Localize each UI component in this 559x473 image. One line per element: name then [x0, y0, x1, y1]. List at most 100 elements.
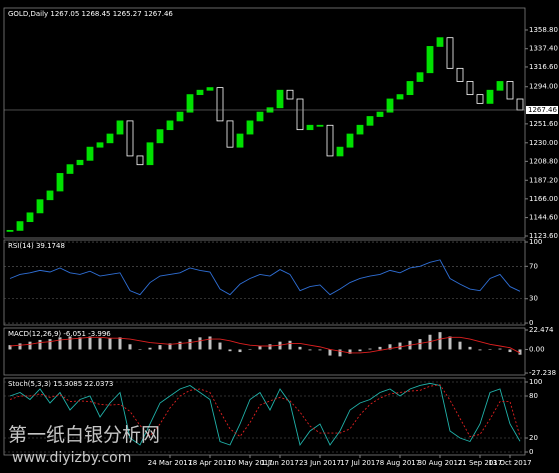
macd-bar — [298, 346, 302, 350]
x-tick-label: 17 Jul 2017 — [340, 459, 380, 467]
macd-bar — [78, 337, 82, 350]
y-tick-label: 80 — [529, 392, 538, 400]
candle — [296, 98, 304, 131]
macd-bar — [308, 349, 312, 351]
candle — [186, 94, 194, 113]
candle — [66, 164, 74, 174]
candle — [246, 120, 254, 135]
panel-title: MACD(12,26,9) -6.051 -3.996 — [8, 330, 111, 338]
y-tick-label: 22.474 — [529, 326, 554, 334]
indicator-line — [9, 259, 521, 296]
y-tick-label: 20 — [529, 434, 538, 442]
macd-bar — [18, 343, 22, 350]
macd-bar — [418, 339, 422, 350]
x-tick-label: 8 Aug 2017 — [380, 459, 420, 467]
macd-bar — [208, 336, 212, 350]
candle — [356, 124, 364, 135]
candle — [506, 81, 514, 100]
macd-bar — [368, 348, 372, 350]
macd-bar — [28, 341, 32, 350]
candle — [416, 72, 424, 82]
x-tick-label: 24 Mar 2017 — [148, 459, 192, 467]
y-tick-label: 100 — [529, 238, 542, 246]
panel-frame — [3, 7, 526, 239]
x-tick-label: 1 Jun 2017 — [261, 459, 299, 467]
macd-bar — [98, 338, 102, 350]
macd-bar — [288, 340, 292, 350]
plot-area: GOLD,Daily 1267.05 1268.45 1265.27 1267.… — [3, 7, 558, 467]
macd-bar — [8, 345, 12, 350]
candle — [336, 146, 344, 157]
candle — [16, 221, 24, 231]
macd-bar — [158, 345, 162, 350]
candle — [316, 124, 324, 127]
macd-bar — [508, 349, 512, 353]
panel-title: Stoch(5,3,3) 15.3085 22.0373 — [8, 380, 113, 388]
y-tick-label: 1337.40 — [529, 45, 558, 53]
y-tick-label: 100 — [529, 378, 542, 386]
macd-bar — [488, 349, 492, 350]
macd-bar — [378, 346, 382, 350]
y-tick-label: 70 — [529, 262, 538, 270]
macd-bar — [228, 349, 232, 352]
macd-bar — [338, 349, 342, 357]
macd-bar — [438, 332, 442, 350]
macd-bar — [118, 337, 122, 350]
y-tick-label: 1123.60 — [529, 232, 558, 240]
x-tick-label: 18 Apr 2017 — [188, 459, 231, 467]
candle — [446, 37, 454, 69]
candle — [96, 142, 104, 148]
panel-frame — [3, 377, 526, 456]
y-tick-label: 1358.80 — [529, 26, 558, 34]
y-tick-label: 0 — [529, 319, 533, 327]
candle — [326, 124, 334, 157]
macd-bar — [128, 344, 132, 350]
y-tick-label: 1144.60 — [529, 214, 558, 222]
macd-bar — [498, 348, 502, 350]
candle — [436, 37, 444, 47]
candle — [366, 116, 374, 126]
macd-bar — [478, 349, 482, 351]
indicator-line — [9, 382, 521, 447]
panel-title: GOLD,Daily 1267.05 1268.45 1265.27 1267.… — [8, 10, 173, 18]
candle — [346, 133, 354, 148]
macd-bar — [148, 347, 152, 350]
x-tick-label: 10 May 2017 — [227, 459, 273, 467]
macd-bar — [268, 344, 272, 350]
macd-bar — [218, 342, 222, 350]
candle — [426, 46, 434, 74]
candle — [286, 89, 294, 100]
candle — [76, 159, 84, 166]
candle — [116, 120, 124, 135]
macd-bar — [388, 344, 392, 350]
x-tick-label: 23 Jun 2017 — [299, 459, 341, 467]
y-tick-label: 1294.00 — [529, 83, 558, 91]
candle — [146, 142, 154, 166]
macd-bar — [518, 349, 522, 355]
candle — [136, 155, 144, 166]
y-tick-label: 1316.60 — [529, 63, 558, 71]
macd-bar — [238, 349, 242, 353]
candle — [166, 120, 174, 131]
y-tick-label: 0 — [529, 448, 533, 456]
watermark-url: www.diyizby.com — [12, 450, 131, 466]
candle — [476, 94, 484, 104]
macd-bar — [198, 337, 202, 350]
candle — [516, 98, 524, 111]
macd-bar — [38, 339, 42, 350]
macd-bar — [58, 337, 62, 350]
candle — [486, 89, 494, 104]
panel-title: RSI(14) 39.1748 — [8, 242, 65, 250]
candle — [386, 98, 394, 113]
candle — [86, 146, 94, 161]
indicator-line — [9, 336, 521, 354]
candle — [456, 67, 464, 82]
candle — [106, 133, 114, 144]
candle — [156, 129, 164, 144]
macd-bar — [318, 349, 322, 351]
macd-bar — [458, 341, 462, 350]
candle — [56, 173, 64, 192]
candle — [26, 212, 34, 223]
